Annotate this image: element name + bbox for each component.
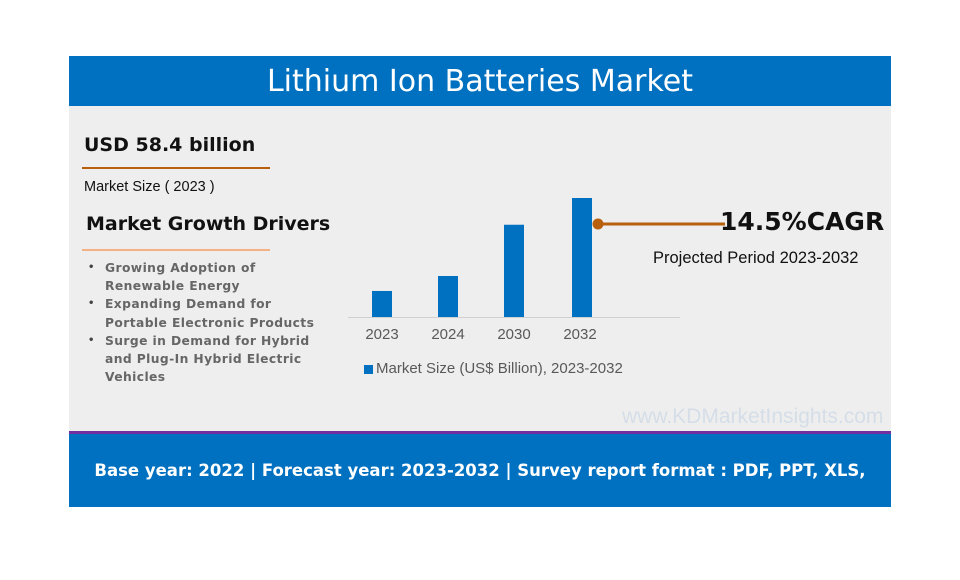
drivers-title: Market Growth Drivers xyxy=(86,213,331,235)
legend-swatch xyxy=(364,365,373,374)
driver-item: Surge in Demand for Hybrid and Plug-In H… xyxy=(85,332,325,387)
page-title: Lithium Ion Batteries Market xyxy=(69,56,891,106)
divider xyxy=(69,431,891,434)
watermark: www.KDMarketInsights.com xyxy=(622,405,884,428)
x-tick-label: 2030 xyxy=(497,326,531,343)
market-size-label: Market Size ( 2023 ) xyxy=(84,179,215,195)
footer-bar: Base year: 2022 | Forecast year: 2023-20… xyxy=(69,434,891,553)
x-tick-label: 2024 xyxy=(431,326,465,343)
driver-item: Growing Adoption of Renewable Energy xyxy=(85,259,325,295)
bar-chart xyxy=(348,198,680,318)
cagr-period: Projected Period 2023-2032 xyxy=(653,249,859,267)
x-tick-label: 2032 xyxy=(563,326,597,343)
connector-dot xyxy=(592,218,604,230)
x-tick-label: 2023 xyxy=(365,326,399,343)
cagr-connector xyxy=(592,218,725,230)
driver-item: Expanding Demand for Portable Electronic… xyxy=(85,295,325,331)
bar-2032 xyxy=(572,198,592,317)
drivers-underline xyxy=(82,249,270,251)
bar-2030 xyxy=(504,224,524,317)
legend-label: Market Size (US$ Billion), 2023-2032 xyxy=(376,360,623,377)
bar-2024 xyxy=(438,275,458,317)
cagr-value: 14.5%CAGR xyxy=(720,207,885,236)
market-size-underline xyxy=(82,167,270,169)
market-size-value: USD 58.4 billion xyxy=(84,134,256,156)
drivers-list: Growing Adoption of Renewable Energy Exp… xyxy=(85,259,325,386)
bar-2023 xyxy=(372,290,392,317)
